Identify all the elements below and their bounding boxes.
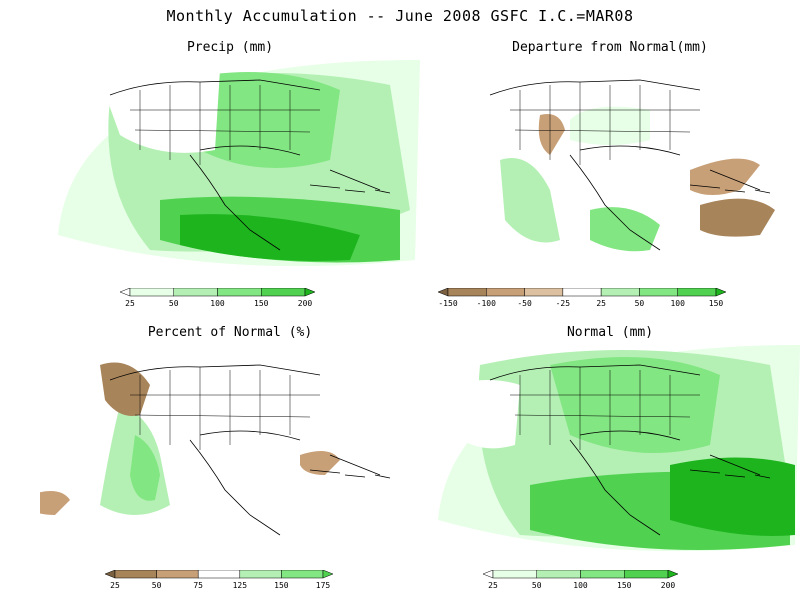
colorbar-tick-label: 25 <box>110 581 120 590</box>
panel-title: Departure from Normal(mm) <box>512 40 708 55</box>
departure-map-panel: Departure from Normal(mm) <box>420 40 800 280</box>
white-land-area <box>100 68 220 153</box>
coastline <box>489 79 761 251</box>
wet-anomaly-2 <box>590 207 660 252</box>
normal-colorbar: 25 50 100 150 200 <box>483 570 678 592</box>
dry-anomaly <box>538 114 565 155</box>
colorbar-segment <box>624 570 669 579</box>
colorbar-tick-label: 175 <box>315 581 331 590</box>
colorbar-segment <box>524 288 564 297</box>
colorbar-tick-label: 50 <box>151 581 162 590</box>
colorbar-left-arrow <box>483 570 494 579</box>
dry-area-3 <box>40 491 70 515</box>
dry-anomaly-2 <box>690 158 760 195</box>
panel-title: Precip (mm) <box>186 40 274 55</box>
colorbar-right-arrow <box>667 570 678 579</box>
colorbar-tick-label: 150 <box>274 581 289 590</box>
percent-map-panel: Percent of Normal (%) <box>40 325 440 565</box>
colorbar-tick-label: 200 <box>660 581 676 590</box>
colorbar-segment <box>492 570 537 579</box>
colorbar-tick-label: 25 <box>596 299 606 308</box>
colorbar-segment <box>129 288 174 297</box>
dry-area <box>100 362 150 416</box>
colorbar-segment <box>600 288 640 297</box>
colorbar-svg <box>105 570 333 579</box>
colorbar-svg <box>483 570 678 579</box>
colorbar-segment <box>197 570 241 579</box>
state-lines <box>510 367 700 450</box>
normal-map-panel: Normal (mm) <box>420 325 800 565</box>
colorbar-tick-label: 200 <box>297 299 313 308</box>
colorbar-tick-label: -25 <box>555 299 571 308</box>
colorbar-tick-label: 100 <box>210 299 225 308</box>
dry-anomaly-3 <box>700 198 775 237</box>
precip-field-dark <box>180 214 360 261</box>
colorbar-right-arrow <box>304 288 315 297</box>
colorbar-segment <box>261 288 306 297</box>
colorbar-segment <box>536 570 581 579</box>
colorbar-segment <box>217 288 262 297</box>
colorbar-segment <box>114 570 157 579</box>
caribbean-islands <box>309 469 391 479</box>
caribbean-islands <box>309 184 391 194</box>
colorbar-tick-label: 100 <box>573 581 588 590</box>
colorbar-segment <box>639 288 678 297</box>
colorbar-tick-label: 50 <box>531 581 542 590</box>
colorbar-tick-label: 25 <box>125 299 135 308</box>
percent-map <box>40 345 420 552</box>
coastline <box>109 364 381 536</box>
wet-area-core <box>130 435 160 501</box>
state-lines <box>130 367 320 450</box>
percent-colorbar: 25 50 75 125 150 175 <box>105 570 333 592</box>
colorbar-tick-label: -100 <box>476 299 496 308</box>
colorbar-segment <box>239 570 282 579</box>
dry-area-2 <box>300 451 340 475</box>
colorbar-tick-label: -150 <box>438 299 458 308</box>
panel-title: Normal (mm) <box>566 325 654 340</box>
normal-field-mid <box>550 357 720 453</box>
coastline <box>489 364 761 536</box>
caribbean-islands <box>689 184 771 194</box>
white-land-area <box>450 380 520 449</box>
panel-title: Percent of Normal (%) <box>147 325 313 340</box>
departure-map <box>438 60 800 267</box>
colorbar-segment <box>173 288 218 297</box>
colorbar-tick-label: 125 <box>232 581 248 590</box>
colorbar-segment <box>580 570 625 579</box>
colorbar-left-arrow <box>105 570 116 579</box>
colorbar-tick-label: 150 <box>254 299 269 308</box>
colorbar-right-arrow <box>322 570 333 579</box>
colorbar-svg <box>438 288 726 297</box>
normal-field-dark <box>670 457 795 536</box>
colorbar-tick-label: 150 <box>617 581 632 590</box>
colorbar-segment <box>486 288 525 297</box>
colorbar-tick-label: 25 <box>488 581 498 590</box>
colorbar-tick-label: 50 <box>168 299 179 308</box>
state-lines <box>130 82 320 165</box>
precip-map-panel: Precip (mm) <box>40 40 440 280</box>
precip-colorbar: 25 50 100 150 200 <box>120 288 315 310</box>
normal-map <box>438 345 800 552</box>
colorbar-tick-label: -50 <box>517 299 532 308</box>
colorbar-segment <box>562 288 602 297</box>
wet-anomaly <box>500 158 560 243</box>
coastline <box>109 79 381 251</box>
figure-title: Monthly Accumulation -- June 2008 GSFC I… <box>166 7 634 25</box>
colorbar-segment <box>677 288 717 297</box>
colorbar-tick-label: 100 <box>670 299 685 308</box>
colorbar-svg <box>120 288 315 297</box>
colorbar-right-arrow <box>715 288 726 297</box>
colorbar-segment <box>281 570 324 579</box>
colorbar-tick-label: 150 <box>708 299 724 308</box>
colorbar-tick-label: 75 <box>193 581 204 590</box>
colorbar-left-arrow <box>120 288 131 297</box>
departure-colorbar: -150 -100 -50 -25 25 50 100 150 <box>438 288 726 310</box>
precip-map <box>58 60 420 267</box>
caribbean-islands <box>689 469 771 479</box>
colorbar-segment <box>156 570 199 579</box>
colorbar-tick-label: 50 <box>634 299 645 308</box>
colorbar-left-arrow <box>438 288 449 297</box>
colorbar-segment <box>447 288 487 297</box>
state-lines <box>510 82 700 165</box>
